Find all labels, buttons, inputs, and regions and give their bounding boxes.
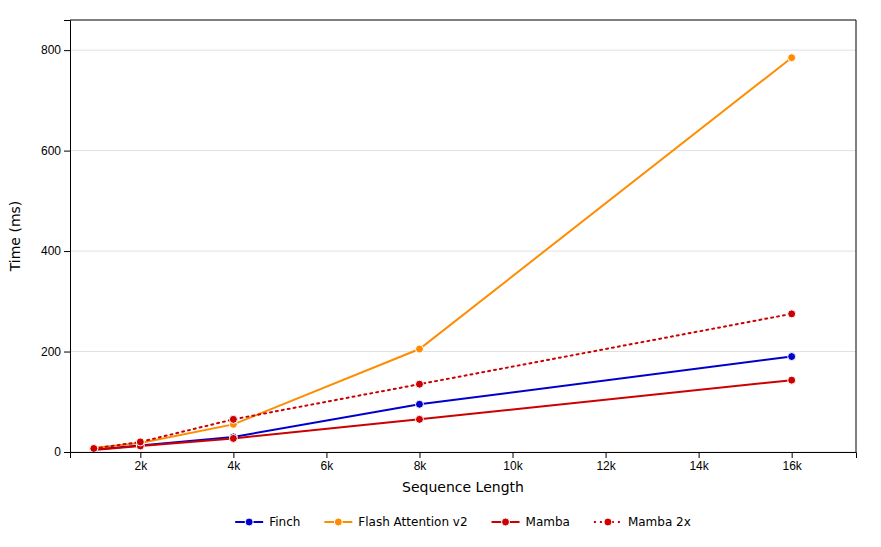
- x-tick-mark: [606, 452, 607, 458]
- x-axis-title: Sequence Length: [402, 479, 524, 495]
- legend-marker: [245, 518, 253, 526]
- x-tick-mark: [140, 452, 141, 458]
- point: [229, 434, 237, 442]
- y-tick-mark: [64, 50, 70, 51]
- y-tick: 0: [54, 445, 70, 459]
- x-tick: 8k: [414, 452, 428, 473]
- series-layer: [90, 54, 796, 452]
- y-tick-mark: [64, 251, 70, 252]
- series: [90, 376, 796, 452]
- x-tick-label: 14k: [689, 459, 709, 473]
- legend-label: Flash Attention v2: [358, 515, 467, 529]
- point: [415, 380, 423, 388]
- legend-marker: [604, 518, 612, 526]
- legend-item: Mamba: [492, 515, 570, 529]
- point: [788, 376, 796, 384]
- legend: Finch Flash Attention v2 Mamba Mamba 2x: [235, 515, 691, 529]
- y-tick: 600: [41, 144, 70, 158]
- x-tick: 14k: [689, 452, 709, 473]
- legend-label: Mamba: [526, 515, 570, 529]
- point: [415, 400, 423, 408]
- x-tick: 6k: [321, 452, 335, 473]
- x-tick: 12k: [596, 452, 616, 473]
- y-tick-mark: [64, 452, 70, 453]
- point: [229, 415, 237, 423]
- series-line: [94, 380, 792, 450]
- chart: 2k 4k 6k 8k 10k 12k 14k 16k 0 200 400 600 800 Sequenc…: [0, 0, 881, 547]
- series-line: [94, 58, 792, 448]
- y-tick-mark: [64, 151, 70, 152]
- x-tick-mark: [419, 452, 420, 458]
- point: [136, 438, 144, 446]
- frame-top: [70, 20, 856, 21]
- legend-marker: [502, 518, 510, 526]
- legend-label: Finch: [269, 515, 300, 529]
- y-tick: 400: [41, 244, 70, 258]
- grid-line: [70, 251, 856, 252]
- point: [90, 444, 98, 452]
- x-tick-label: 8k: [414, 459, 428, 473]
- x-tick: 2k: [134, 452, 148, 473]
- y-tick-mark: [64, 352, 70, 353]
- point: [788, 353, 796, 361]
- y-tick-label: 200: [41, 345, 61, 359]
- x-tick-mark: [513, 452, 514, 458]
- x-tick-mark: [792, 452, 793, 458]
- grid-line: [70, 150, 856, 151]
- y-axis-title: Time (ms): [7, 201, 23, 273]
- grid: [70, 50, 856, 452]
- grid-line: [70, 351, 856, 352]
- frame-right: [856, 20, 857, 452]
- x-tick-mark: [699, 452, 700, 458]
- x-tick: 10k: [503, 452, 523, 473]
- series: [90, 310, 796, 452]
- plot: 2k 4k 6k 8k 10k 12k 14k 16k 0 200 400 600 800 Sequenc…: [7, 20, 857, 495]
- legend-item: Finch: [235, 515, 300, 529]
- series: [90, 353, 796, 452]
- series-line: [94, 314, 792, 449]
- legend-marker: [334, 518, 342, 526]
- y-tick: 200: [41, 345, 70, 359]
- y-tick: 800: [41, 43, 70, 57]
- series: [90, 54, 796, 452]
- point: [415, 345, 423, 353]
- x-tick-label: 16k: [782, 459, 802, 473]
- x-tick: 16k: [782, 452, 802, 473]
- x-tick-label: 2k: [134, 459, 148, 473]
- x-tick-label: 6k: [321, 459, 335, 473]
- x-axis: 2k 4k 6k 8k 10k 12k 14k 16k: [71, 452, 857, 473]
- point: [90, 444, 98, 452]
- point: [788, 54, 796, 62]
- x-tick-label: 4k: [228, 459, 242, 473]
- series-line: [94, 357, 792, 450]
- y-axis: 0 200 400 600 800: [41, 21, 71, 460]
- grid-line: [70, 50, 856, 51]
- legend-item: Flash Attention v2: [324, 515, 467, 529]
- x-tick: 4k: [228, 452, 242, 473]
- point: [788, 310, 796, 318]
- legend-label: Mamba 2x: [628, 515, 691, 529]
- x-tick-mark: [326, 452, 327, 458]
- y-tick-label: 600: [41, 144, 61, 158]
- x-tick-label: 12k: [596, 459, 616, 473]
- y-axis-line: [64, 21, 71, 453]
- x-tick-mark: [233, 452, 234, 458]
- x-tick-label: 10k: [503, 459, 523, 473]
- point: [415, 415, 423, 423]
- legend-item: Mamba 2x: [594, 515, 691, 529]
- y-tick-label: 400: [41, 244, 61, 258]
- x-axis-line: [71, 453, 857, 459]
- y-tick-label: 800: [41, 43, 61, 57]
- y-tick-label: 0: [54, 445, 61, 459]
